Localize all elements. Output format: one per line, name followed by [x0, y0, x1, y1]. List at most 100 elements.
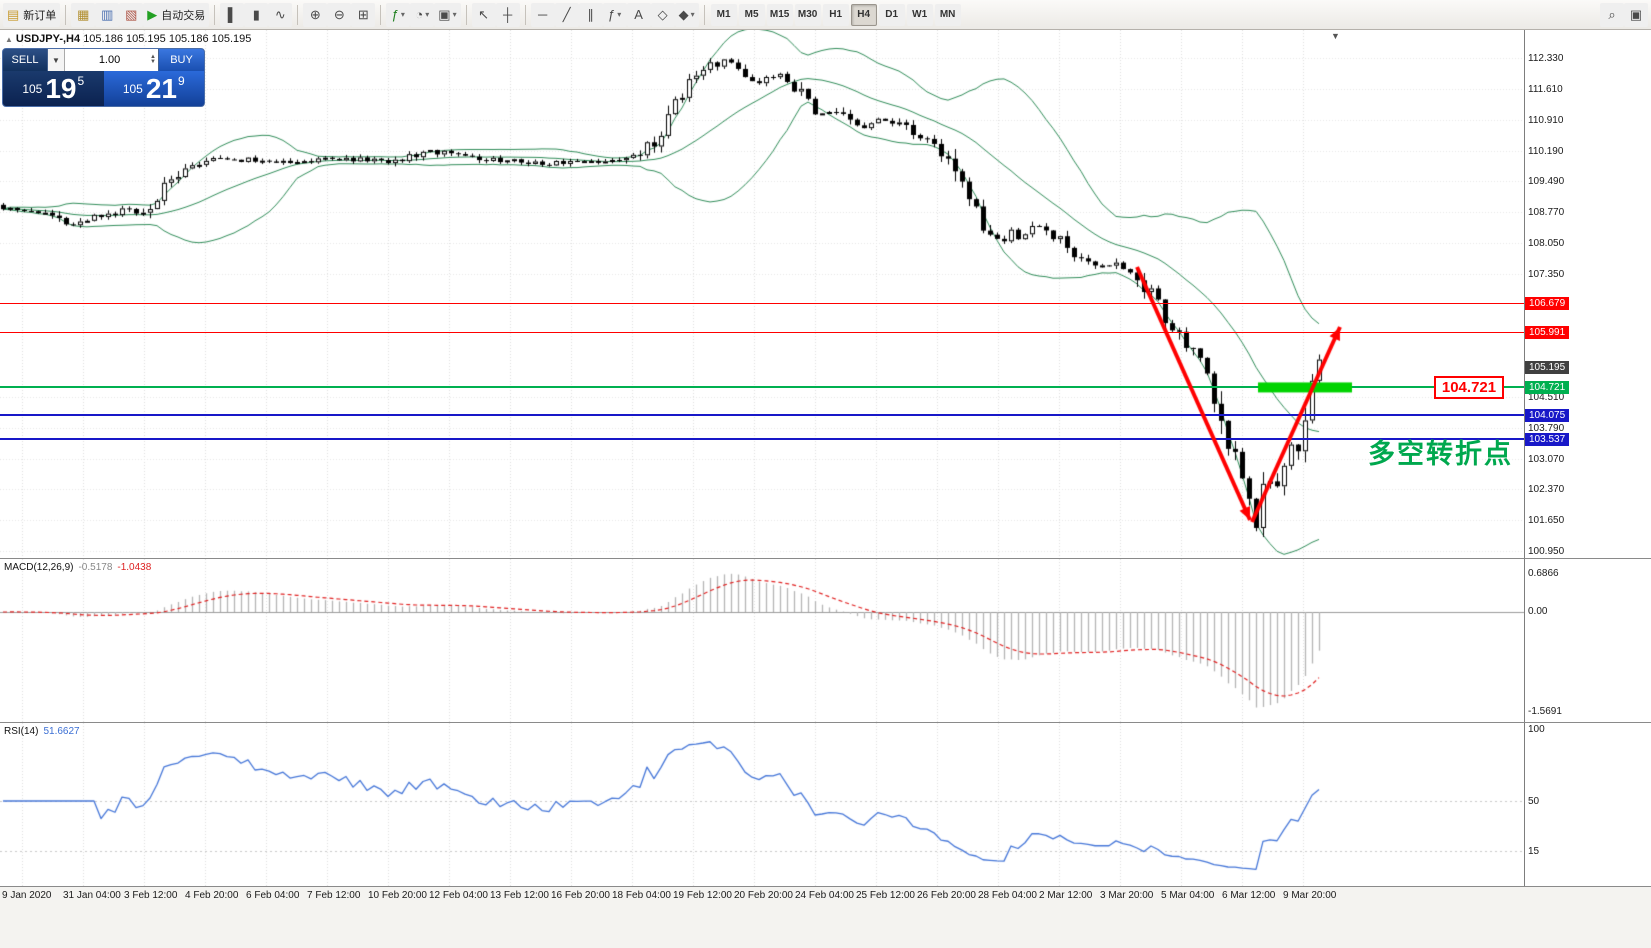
- timeframe-button-d1[interactable]: D1: [878, 3, 905, 26]
- level-line-103.537: [0, 438, 1524, 440]
- price-axis-label: 110.910: [1528, 115, 1564, 126]
- level-price-tag: 104.721: [1525, 381, 1570, 394]
- fibonacci-button[interactable]: ƒ ▾: [602, 2, 627, 27]
- market-watch-icon-icon: ▦: [77, 7, 90, 22]
- macd-axis-label: 0.6866: [1528, 568, 1559, 579]
- time-axis-label: 25 Feb 12:00: [856, 890, 915, 901]
- timeframe-button-m5[interactable]: M5: [738, 3, 765, 26]
- line-chart-button[interactable]: ∿: [268, 2, 293, 27]
- timeframe-button-m1[interactable]: M1: [710, 3, 737, 26]
- panel-divider[interactable]: [0, 558, 1651, 559]
- volume-dropdown[interactable]: ▼: [48, 49, 65, 71]
- price-axis-label: 102.370: [1528, 484, 1565, 495]
- trendline-icon: ╱: [562, 7, 571, 22]
- buy-price[interactable]: 105 21 9: [103, 71, 204, 106]
- fibonacci-icon: ƒ: [607, 7, 616, 22]
- zoom-in-icon: ⊕: [309, 7, 321, 22]
- rsi-header: RSI(14) 51.6627: [4, 726, 80, 737]
- chevron-down-icon: ▾: [425, 10, 430, 19]
- time-axis-label: 24 Feb 04:00: [795, 890, 854, 901]
- templates-button[interactable]: ▣ ▾: [434, 2, 461, 27]
- autotrading-button[interactable]: ▶ 自动交易: [143, 2, 210, 27]
- buy-button[interactable]: BUY: [158, 49, 204, 71]
- trendline-button[interactable]: ╱: [554, 2, 579, 27]
- chart-ohlc-header: ▲ USDJPY-,H4 105.186 105.195 105.186 105.…: [5, 33, 251, 45]
- periods-button[interactable]: ◔ ▾: [410, 2, 435, 27]
- time-axis-label: 3 Feb 12:00: [124, 890, 178, 901]
- level-price-tag: 105.991: [1525, 326, 1570, 339]
- level-line-106.679: [0, 303, 1524, 304]
- bar-chart-button[interactable]: ▌: [220, 2, 245, 27]
- timeframe-button-w1[interactable]: W1: [906, 3, 933, 26]
- time-axis-label: 6 Mar 12:00: [1222, 890, 1276, 901]
- time-axis-label: 6 Feb 04:00: [246, 890, 300, 901]
- timeframe-button-mn[interactable]: MN: [934, 3, 961, 26]
- main-toolbar: ▤ 新订单 ▦ ▥ ▧ ▶ 自动交易 ▌ ▮ ∿ ⊕ ⊖ ⊞ ƒ ▾ ◔ ▾ ▣ ▾ ↖ ┼ ─ ╱ ∥ ƒ ▾ A ◇ ◆ ▾ M1 M5…: [0, 0, 1651, 30]
- toolbar-separator: [65, 4, 67, 25]
- arrow-label-button[interactable]: ◇: [650, 2, 675, 27]
- chevron-down-icon: ▾: [400, 10, 405, 19]
- market-watch-icon[interactable]: ▦: [71, 2, 96, 27]
- sell-price[interactable]: 105 19 5: [3, 71, 104, 106]
- timeframe-button-h4[interactable]: H4: [850, 3, 877, 26]
- time-axis-label: 26 Feb 20:00: [917, 890, 976, 901]
- new-order-button[interactable]: ▤ 新订单: [3, 2, 61, 27]
- time-axis-label: 19 Feb 12:00: [673, 890, 732, 901]
- level-price-tag: 103.537: [1525, 433, 1570, 446]
- timeframe-button-h1[interactable]: H1: [822, 3, 849, 26]
- search-icon: ⌕: [1608, 7, 1616, 22]
- rsi-canvas[interactable]: [0, 723, 1524, 886]
- chevron-down-icon: ▾: [690, 10, 695, 19]
- price-axis-label: 112.330: [1528, 53, 1564, 64]
- autotrading-button-label: 自动交易: [161, 9, 206, 22]
- data-window-icon[interactable]: ▥: [95, 2, 120, 27]
- navigator-icon[interactable]: ▧: [119, 2, 144, 27]
- price-axis-label: 109.490: [1528, 176, 1565, 187]
- cursor-icon: ↖: [478, 7, 490, 22]
- sell-price-big: 19: [45, 73, 77, 104]
- timeframe-button-m15[interactable]: M15: [766, 3, 793, 26]
- one-click-trading-panel: SELL ▼ 1.00 ▲ ▼ BUY 105 19 5 105 21 9: [2, 48, 205, 107]
- sell-button[interactable]: SELL: [3, 49, 48, 71]
- level-price-tag: 106.679: [1525, 297, 1570, 310]
- toolbar-group-pointer: ↖ ┼: [471, 2, 520, 27]
- price-axis[interactable]: [1524, 30, 1651, 886]
- zoom-in-button[interactable]: ⊕: [303, 2, 328, 27]
- timeframe-button-m30[interactable]: M30: [794, 3, 821, 26]
- chart-shift-marker-icon[interactable]: ▼: [1331, 31, 1340, 41]
- shapes-button[interactable]: ◆ ▾: [674, 2, 699, 27]
- search-button[interactable]: ⌕: [1600, 2, 1624, 27]
- macd-label: MACD(12,26,9): [4, 562, 74, 573]
- price-axis-label: 107.350: [1528, 269, 1565, 280]
- main-chart-canvas[interactable]: [0, 30, 1524, 558]
- indicators-icon: ƒ: [391, 7, 399, 22]
- text-button[interactable]: A: [626, 2, 651, 27]
- tile-windows-icon: ⊞: [357, 7, 369, 22]
- macd-signal-value: -1.0438: [117, 562, 152, 573]
- volume-stepper[interactable]: ▲ ▼: [150, 54, 156, 65]
- time-axis-label: 13 Feb 12:00: [490, 890, 549, 901]
- time-axis[interactable]: 9 Jan 2020 31 Jan 04:00 3 Feb 12:00 4 Feb 2…: [0, 887, 1651, 948]
- zoom-out-button[interactable]: ⊖: [327, 2, 352, 27]
- arrow-label-icon: ◇: [657, 7, 668, 22]
- cursor-button[interactable]: ↖: [471, 2, 496, 27]
- toolbar-right-group: ⌕ ▣: [1600, 2, 1648, 27]
- turning-point-annotation: 多空转折点: [1368, 439, 1513, 469]
- symbol-label: USDJPY-,H4: [15, 33, 81, 45]
- panel-divider[interactable]: [0, 722, 1651, 723]
- candlestick-chart-button[interactable]: ▮: [244, 2, 269, 27]
- volume-input[interactable]: 1.00 ▲ ▼: [65, 49, 158, 71]
- autotrading-icon: ▶: [147, 7, 158, 22]
- channel-button[interactable]: ∥: [578, 2, 603, 27]
- level-line-105.991: [0, 332, 1524, 333]
- new-chart-window-button[interactable]: ▣: [1624, 2, 1648, 27]
- chevron-down-icon: ▾: [452, 10, 457, 19]
- periods-icon: ◔: [415, 7, 424, 22]
- macd-canvas[interactable]: [0, 559, 1524, 722]
- indicators-button[interactable]: ƒ ▾: [386, 2, 411, 27]
- tile-windows-button[interactable]: ⊞: [351, 2, 376, 27]
- horizontal-line-button[interactable]: ─: [530, 2, 555, 27]
- crosshair-button[interactable]: ┼: [495, 2, 520, 27]
- toolbar-group-chart-type: ▌ ▮ ∿: [220, 2, 293, 27]
